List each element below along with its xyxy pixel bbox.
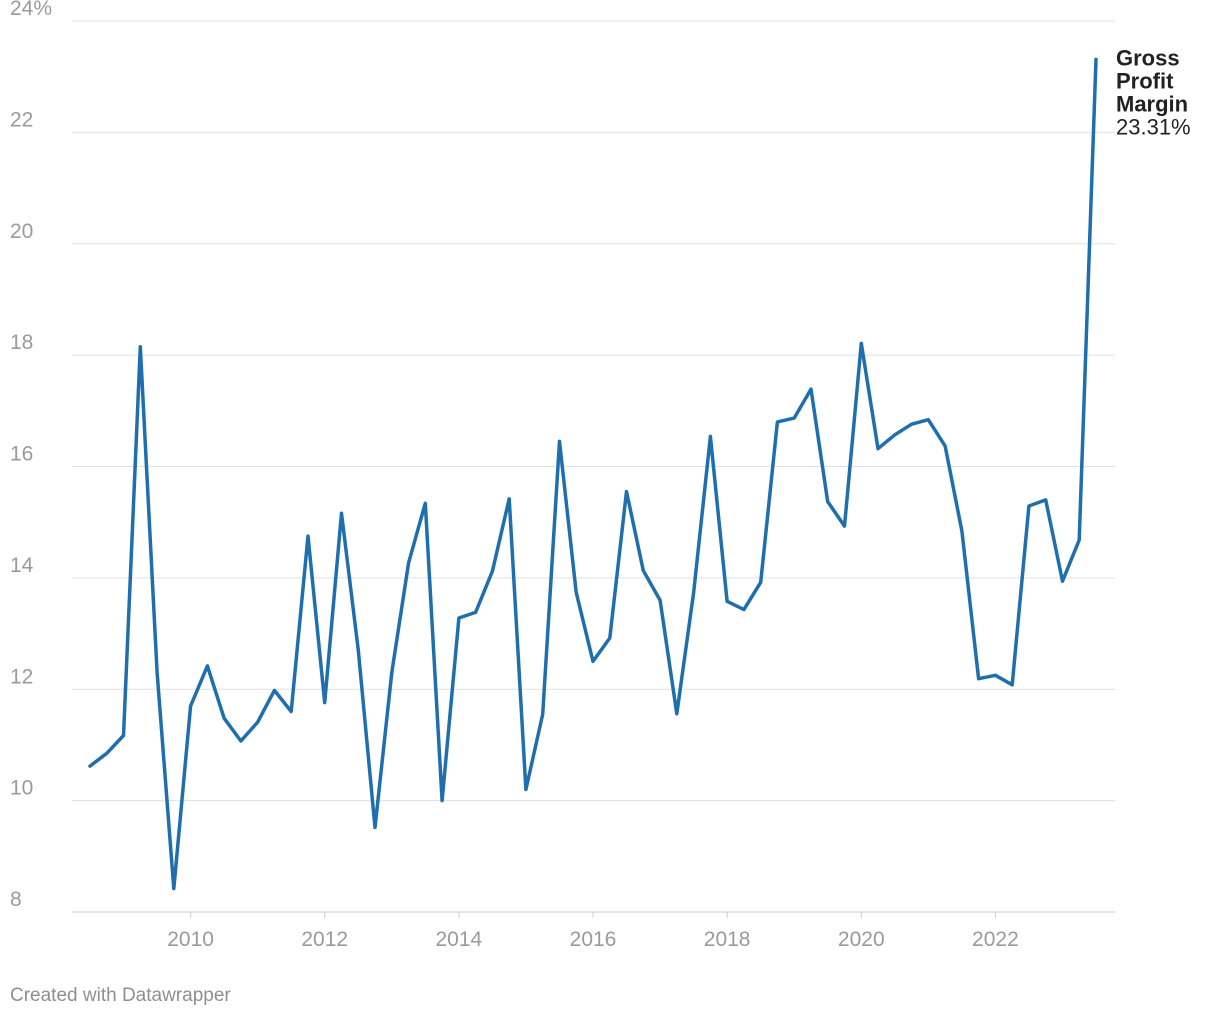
y-tick-label: 12 [10,665,33,688]
x-tick-label: 2020 [838,928,885,951]
y-tick-label: 24% [10,0,52,20]
y-tick-label: 16 [10,443,33,466]
series-name-label: Profit [1116,68,1174,93]
x-tick-label: 2018 [704,928,751,951]
y-tick-label: 10 [10,777,33,800]
series-end-value-label: 23.31% [1116,114,1191,139]
series-lines [88,57,1098,891]
series-line-gross-profit-margin [88,57,1098,891]
series-name-label: Gross [1116,45,1180,70]
x-tick-label: 2014 [436,928,483,951]
x-axis-ticks: 2010 2012 2014 2016 2018 2020 2022 [167,912,1019,951]
y-tick-label: 14 [10,554,34,577]
y-tick-label: 8 [10,888,22,911]
credit-text: Created with Datawrapper [10,985,231,1006]
y-tick-label: 18 [10,331,33,354]
y-tick-label: 22 [10,108,33,131]
y-tick-label: 20 [10,220,33,243]
x-tick-label: 2010 [167,928,214,951]
x-tick-label: 2012 [301,928,348,951]
x-tick-label: 2016 [570,928,617,951]
y-axis-ticks: 24% 22 20 18 16 14 12 10 8 [10,0,52,911]
gridlines [72,20,1115,913]
x-tick-label: 2022 [972,928,1019,951]
series-name-label: Margin [1116,91,1188,116]
